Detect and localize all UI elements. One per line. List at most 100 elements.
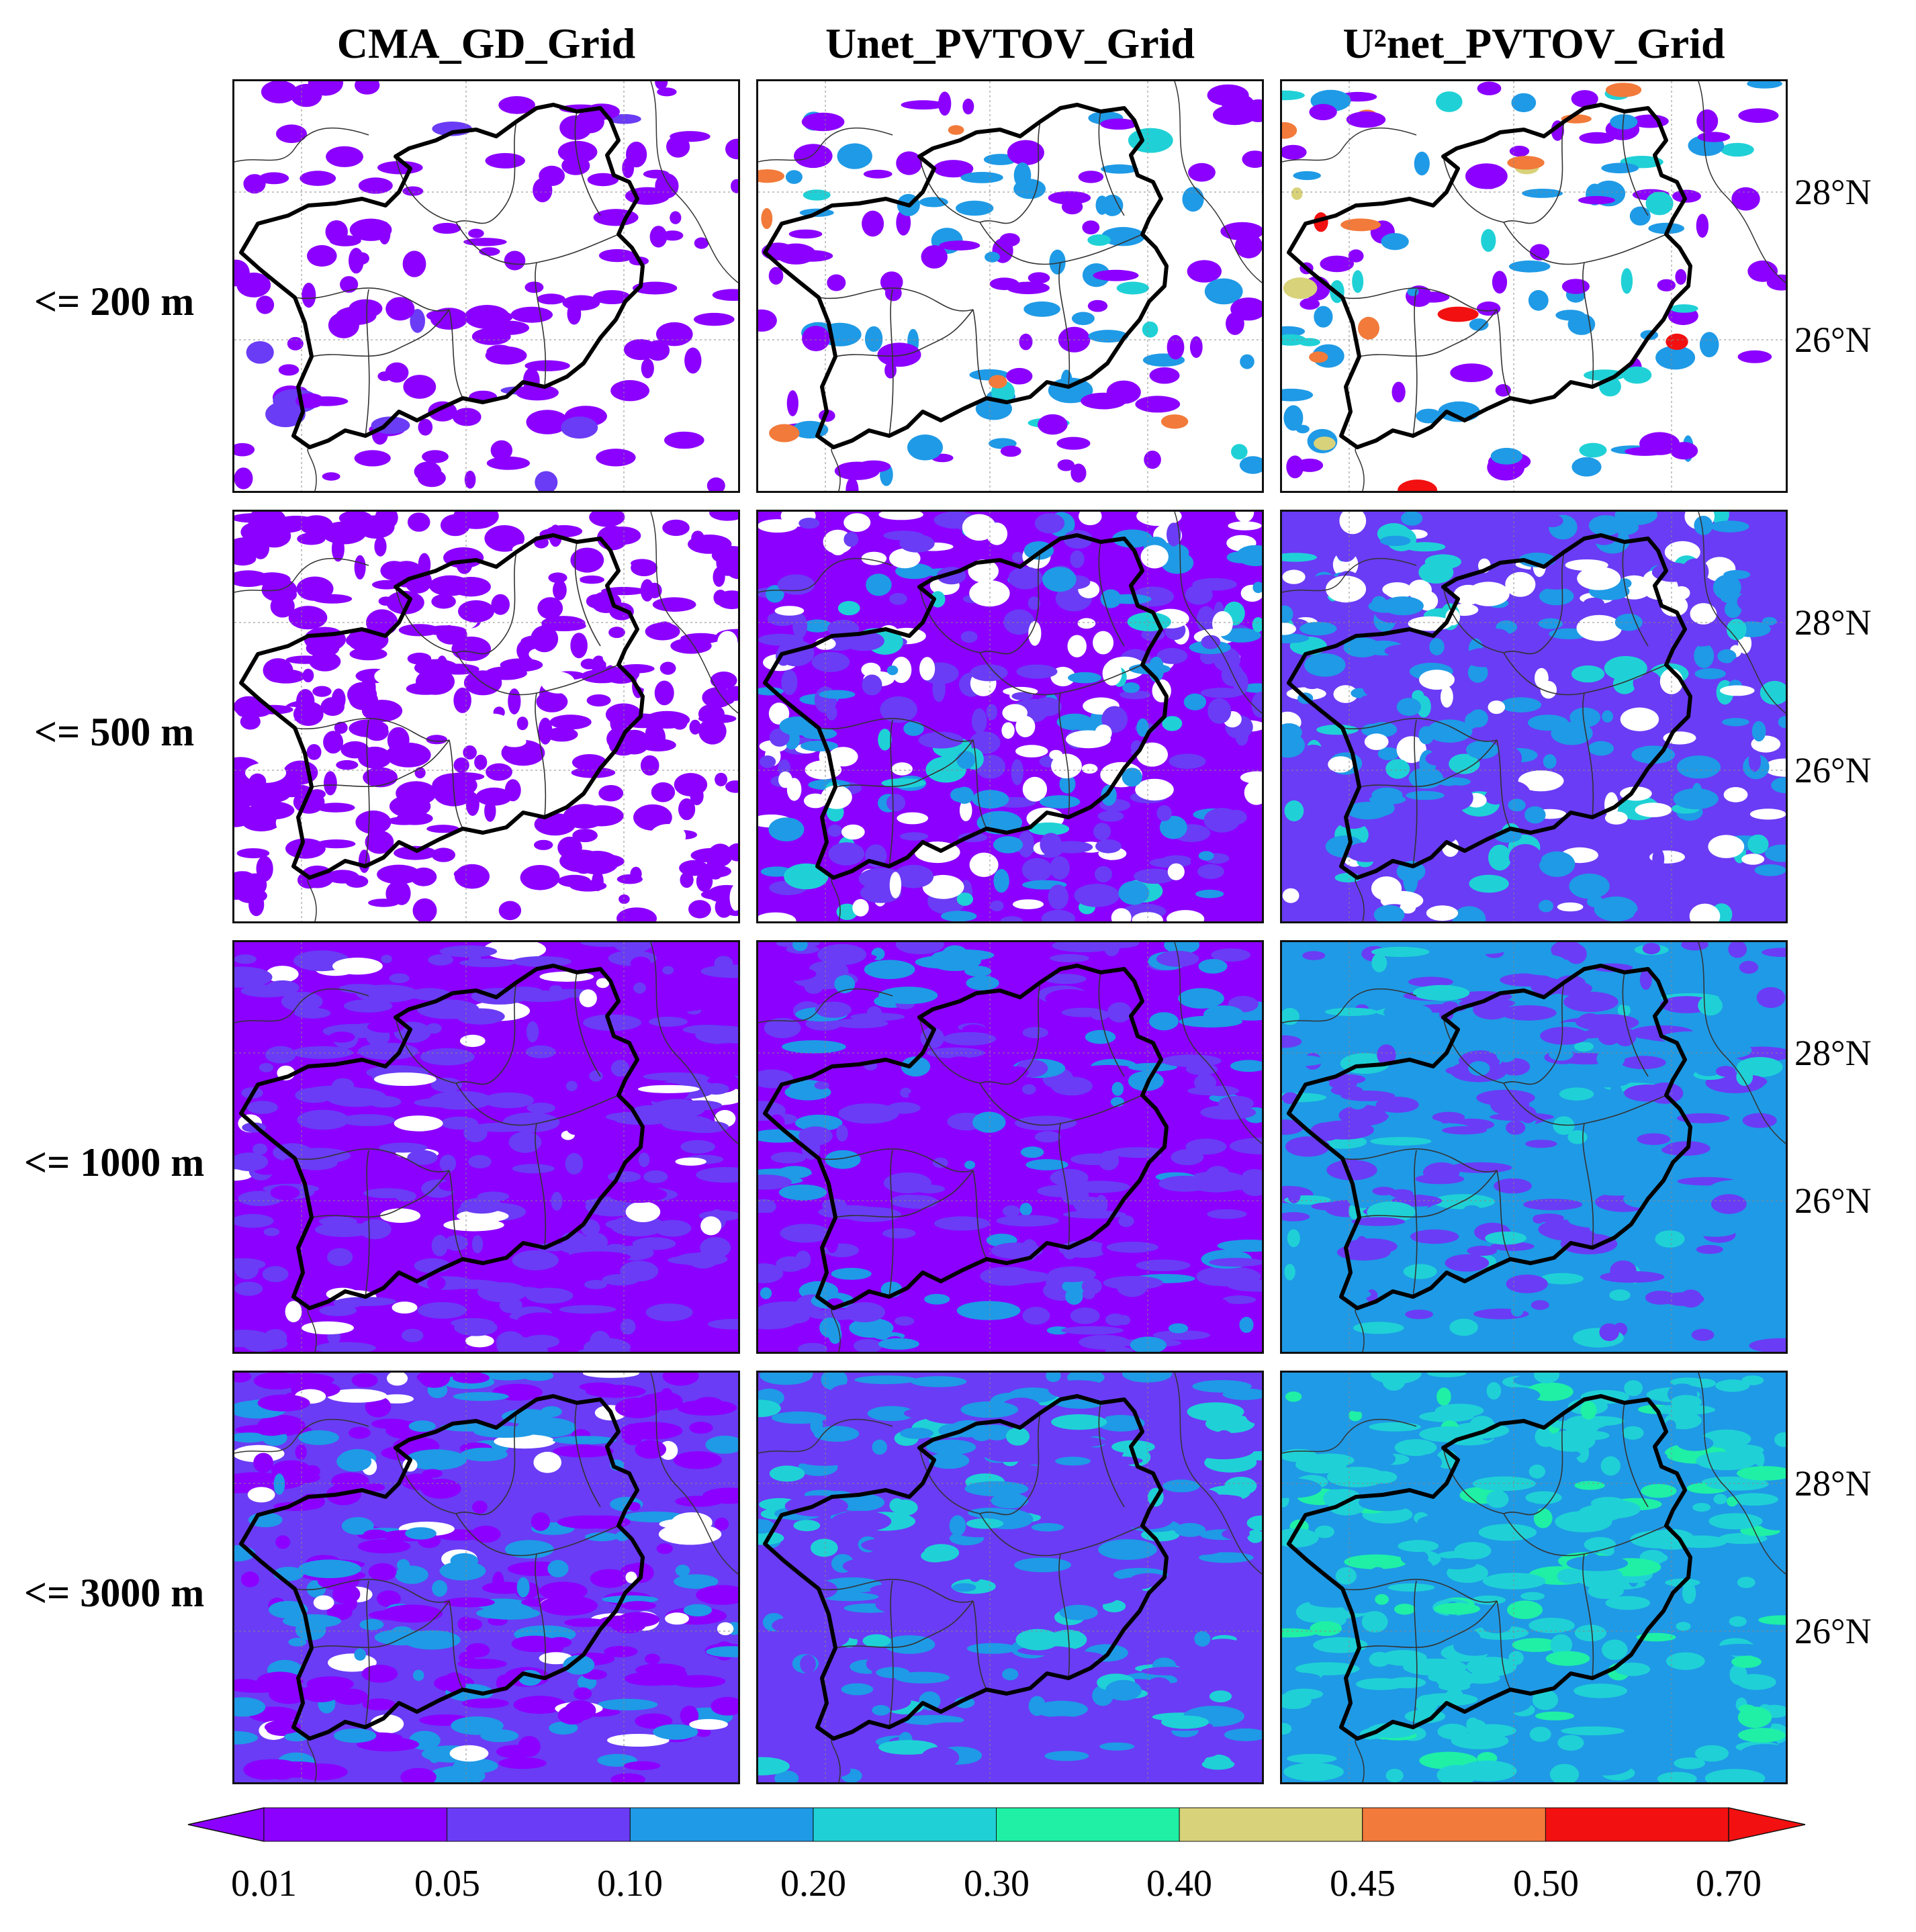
field-blob xyxy=(1396,736,1426,764)
field-blob xyxy=(1635,802,1672,817)
field-blob xyxy=(584,1532,619,1542)
field-blob xyxy=(1228,521,1262,531)
field-blob xyxy=(1694,643,1715,668)
field-blob xyxy=(1369,1567,1387,1584)
field-blob xyxy=(1013,1715,1032,1727)
field-blob xyxy=(814,964,849,977)
field-blob xyxy=(1727,1496,1738,1507)
field-blob xyxy=(426,735,447,745)
field-blob xyxy=(545,727,578,742)
field-blob xyxy=(587,173,619,187)
field-blob xyxy=(526,410,569,434)
field-blob xyxy=(1122,682,1140,693)
field-blob xyxy=(635,1713,673,1729)
field-blob xyxy=(549,715,592,730)
field-blob xyxy=(1239,456,1262,474)
field-blob xyxy=(884,362,897,379)
field-blob xyxy=(1077,618,1096,629)
county-boundary xyxy=(574,972,601,1077)
field-blob xyxy=(468,1154,492,1168)
field-blob xyxy=(386,1373,408,1386)
field-blob xyxy=(1524,806,1546,824)
field-blob xyxy=(246,1101,278,1114)
field-blob xyxy=(684,347,702,374)
field-blob xyxy=(557,1515,618,1529)
field-blob xyxy=(234,1168,253,1181)
field-blob xyxy=(1434,1404,1484,1418)
field-blob xyxy=(333,1688,369,1705)
field-blob xyxy=(1751,721,1766,742)
field-blob xyxy=(1699,1042,1752,1059)
field-blob xyxy=(878,1338,919,1350)
field-blob xyxy=(1633,907,1662,921)
field-blob xyxy=(1285,1688,1324,1700)
field-blob xyxy=(363,1188,412,1199)
field-blob xyxy=(240,713,261,730)
field-blob xyxy=(420,1293,452,1303)
field-blob xyxy=(1101,227,1145,246)
field-blob xyxy=(1637,1133,1670,1145)
field-blob xyxy=(1042,567,1077,592)
county-boundary xyxy=(1443,1447,1504,1514)
field-blob xyxy=(234,1731,259,1745)
field-blob xyxy=(385,742,431,768)
field-blob xyxy=(504,250,526,271)
field-blob xyxy=(1282,888,1299,903)
map-panel-unet-3000m xyxy=(756,1371,1264,1784)
field-blob xyxy=(1741,854,1765,865)
county-boundary xyxy=(535,1123,547,1248)
field-blob xyxy=(1495,384,1511,397)
colorbar-tick-label: 0.01 xyxy=(231,1863,297,1904)
field-blob xyxy=(1046,1727,1096,1746)
field-blob xyxy=(256,1424,287,1436)
field-blob xyxy=(711,1696,738,1716)
neighbor-boundary xyxy=(1282,1418,1417,1454)
field-blob xyxy=(1429,638,1445,655)
field-blob xyxy=(1326,1160,1377,1181)
field-blob xyxy=(494,1434,555,1449)
field-blob xyxy=(1129,1591,1183,1610)
field-blob xyxy=(520,865,560,890)
field-blob xyxy=(402,250,426,277)
field-blob xyxy=(966,1643,1018,1654)
field-blob xyxy=(670,638,712,654)
field-blob xyxy=(1022,1307,1050,1325)
field-blob xyxy=(991,1493,1029,1509)
field-blob xyxy=(688,900,711,919)
field-blob xyxy=(1146,1677,1171,1695)
field-blob xyxy=(1594,896,1638,921)
field-blob xyxy=(511,1635,558,1653)
county-boundary xyxy=(449,1600,463,1690)
field-blob xyxy=(1606,83,1642,97)
county-boundary xyxy=(979,551,1041,655)
field-blob xyxy=(424,625,467,636)
field-blob xyxy=(1418,726,1434,745)
field-blob xyxy=(1371,953,1387,972)
field-blob xyxy=(1082,220,1100,234)
field-blob xyxy=(662,1373,699,1386)
field-blob xyxy=(758,1736,790,1757)
province-boundary xyxy=(763,964,1169,1310)
field-blob xyxy=(1602,1472,1657,1486)
field-blob xyxy=(1349,1410,1363,1422)
field-blob xyxy=(234,1258,266,1271)
field-blob xyxy=(1028,822,1070,835)
field-blob xyxy=(1529,244,1550,261)
field-blob xyxy=(1334,536,1358,562)
field-blob xyxy=(414,767,426,779)
field-blob xyxy=(381,954,392,964)
map-panel-cma-200m xyxy=(232,79,740,493)
field-blob xyxy=(649,1017,688,1027)
county-boundary xyxy=(972,739,987,829)
field-blob xyxy=(1760,1519,1786,1530)
field-blob xyxy=(956,751,975,770)
field-blob xyxy=(246,341,274,364)
field-blob xyxy=(758,1199,776,1214)
field-blob xyxy=(1376,1453,1396,1465)
field-blob xyxy=(1765,844,1786,862)
field-blob xyxy=(1159,815,1187,839)
field-blob xyxy=(234,954,257,964)
field-blob xyxy=(1095,839,1122,854)
field-blob xyxy=(1079,1334,1130,1350)
field-blob xyxy=(797,1342,828,1352)
